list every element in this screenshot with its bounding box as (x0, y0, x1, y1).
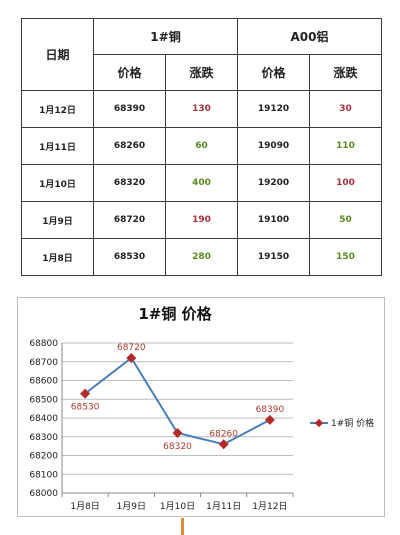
aluminum-change-cell: 30 (309, 90, 382, 128)
y-tick-label: 68400 (29, 414, 58, 424)
copper-header: 1#铜 (93, 18, 238, 55)
data-point (172, 428, 183, 438)
copper-price-cell: 68260 (93, 127, 166, 165)
data-label: 68390 (256, 405, 285, 415)
aluminum-change-cell: 150 (309, 238, 382, 276)
data-label: 68720 (117, 343, 146, 353)
y-tick-label: 68800 (29, 339, 58, 349)
copper-price-cell: 68320 (93, 164, 166, 202)
aluminum-header: A00铝 (237, 18, 382, 55)
chart-title: 1#铜 价格 (138, 305, 212, 323)
y-tick-label: 68600 (29, 377, 58, 387)
y-tick-label: 68000 (29, 489, 58, 499)
copper-change-cell: 190 (165, 201, 238, 239)
y-tick-label: 68200 (29, 452, 58, 462)
aluminum-price-header: 价格 (237, 54, 310, 91)
copper-price-cell: 68390 (93, 90, 166, 128)
data-label: 68530 (71, 403, 100, 413)
aluminum-price-cell: 19200 (237, 164, 310, 202)
date-cell: 1月9日 (21, 201, 94, 239)
x-tick-label: 1月9日 (117, 501, 146, 512)
y-tick-label: 68100 (29, 470, 58, 480)
price-table: 日期 1#铜 A00铝 价格 涨跌 价格 涨跌 1月12日 68390 130 191… (21, 18, 382, 276)
table-body: 1月12日 68390 130 19120 30 1月11日 68260 60 19090 110… (21, 90, 382, 276)
table-row: 1月9日 68720 190 19100 50 (21, 201, 382, 239)
copper-change-cell: 280 (165, 238, 238, 276)
aluminum-change-cell: 100 (309, 164, 382, 202)
x-tick-label: 1月12日 (252, 501, 287, 512)
aluminum-change-header: 涨跌 (309, 54, 382, 91)
copper-change-cell: 400 (165, 164, 238, 202)
aluminum-price-cell: 19150 (237, 238, 310, 276)
y-tick-label: 68300 (29, 433, 58, 443)
aluminum-price-cell: 19120 (237, 90, 310, 128)
copper-price-header: 价格 (93, 54, 166, 91)
table-row: 1月8日 68530 280 19150 150 (21, 238, 382, 276)
x-tick-label: 1月10日 (160, 501, 195, 512)
chart-area: 1#铜 价格 68000 68100 68200 68300 68400 68500 686… (17, 297, 385, 517)
y-tick-label: 68700 (29, 358, 58, 368)
table-row: 1月11日 68260 60 19090 110 (21, 127, 382, 165)
date-cell: 1月11日 (21, 127, 94, 165)
data-point (264, 414, 275, 425)
data-label: 68320 (163, 442, 192, 452)
aluminum-change-cell: 110 (309, 127, 382, 165)
data-label: 68260 (209, 429, 238, 439)
date-cell: 1月8日 (21, 238, 94, 276)
aluminum-change-cell: 50 (309, 201, 382, 239)
legend-label: 1#铜 价格 (331, 417, 374, 429)
copper-price-cell: 68720 (93, 201, 166, 239)
orange-marker (181, 518, 184, 535)
legend-marker (314, 418, 324, 428)
x-tick-label: 1月11日 (206, 501, 241, 512)
table-row: 1月12日 68390 130 19120 30 (21, 90, 382, 128)
aluminum-price-cell: 19100 (237, 201, 310, 239)
aluminum-price-cell: 19090 (237, 127, 310, 165)
date-cell: 1月12日 (21, 90, 94, 128)
copper-change-cell: 60 (165, 127, 238, 165)
line-chart: 1#铜 价格 68000 68100 68200 68300 68400 68500 686… (29, 305, 374, 512)
x-tick-label: 1月8日 (70, 501, 99, 512)
copper-change-cell: 130 (165, 90, 238, 128)
copper-change-header: 涨跌 (165, 54, 238, 91)
date-cell: 1月10日 (21, 164, 94, 202)
copper-price-cell: 68530 (93, 238, 166, 276)
y-tick-label: 68500 (29, 395, 58, 405)
table-row: 1月10日 68320 400 19200 100 (21, 164, 382, 202)
data-point (218, 439, 229, 450)
date-header: 日期 (21, 18, 94, 91)
